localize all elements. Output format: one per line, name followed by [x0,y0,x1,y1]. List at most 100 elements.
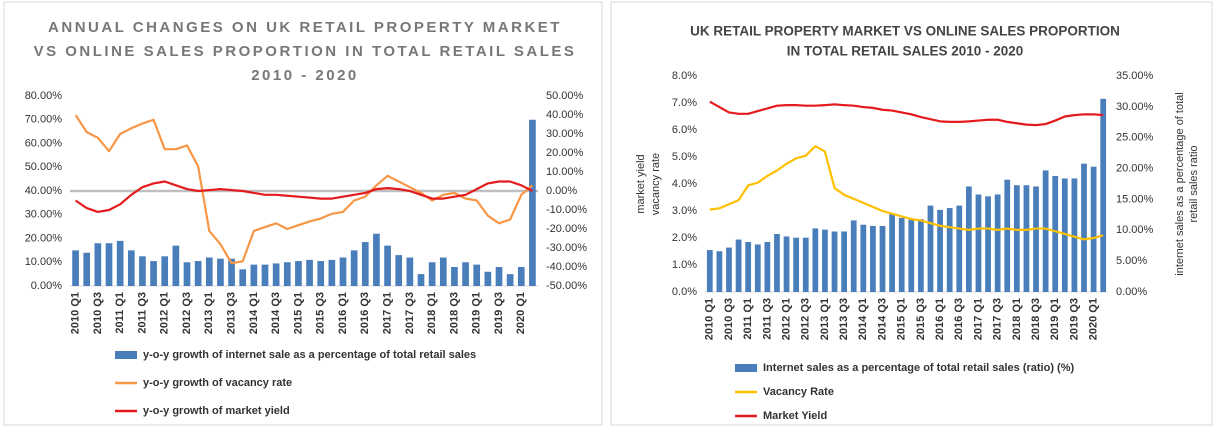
y-tick-label: 50.00% [25,161,63,173]
bar [706,250,713,292]
y-tick-label: 10.00% [25,256,63,268]
bar [239,269,247,286]
bar [754,244,761,292]
y2-tick-label: 15.00% [1116,193,1154,205]
legend-label: y-o-y growth of internet sale as a perce… [143,349,476,361]
y-tick-label: 8.0% [672,70,697,82]
line [74,114,534,265]
y-axis-title: market yield [635,154,647,213]
x-tick-label: 2013 Q1 [203,292,215,334]
bar [946,208,953,292]
bar [150,261,157,286]
bar [484,271,492,286]
y-tick-label: 70.00% [25,114,63,126]
x-tick-label: 2017 Q1 [381,292,393,334]
bar [317,261,325,286]
y-axis-title: vacancy rate [650,153,662,215]
bar [194,261,202,286]
bar [529,119,536,286]
bar [250,264,258,286]
bar [1023,185,1030,292]
x-tick-label: 2012 Q3 [800,298,812,340]
bar [306,259,313,286]
chart-title: VS ONLINE SALES PROPORTION IN TOTAL RETA… [34,43,577,60]
y-tick-label: 6.0% [672,124,697,136]
bar [1071,178,1078,292]
bar [295,261,302,286]
bar [898,217,905,292]
bar [1100,98,1107,292]
x-tick-label: 2014 Q1 [857,298,869,340]
bar [517,267,525,286]
bar [1004,179,1011,292]
x-tick-label: 2015 Q3 [315,292,327,334]
bar [495,267,503,286]
bar [774,233,780,292]
y2-tick-label: 30.00% [546,128,584,140]
bar [965,186,972,292]
bar [339,257,347,286]
bar [428,262,436,286]
line [709,100,1104,127]
x-tick-label: 2015 Q3 [915,298,927,340]
x-tick-label: 2015 Q1 [292,292,304,334]
bar [116,240,124,286]
y-tick-label: 0.0% [672,286,697,298]
x-tick-label: 2018 Q3 [1030,298,1042,340]
y2-tick-label: -20.00% [546,223,587,235]
bar [937,209,943,292]
bar [716,251,723,292]
x-tick-label: 2019 Q3 [493,292,505,334]
chart-title: ANNUAL CHANGES ON UK RETAIL PROPERTY MAR… [48,19,562,36]
bar [783,236,790,292]
bar [812,228,819,292]
x-tick-label: 2012 Q3 [181,292,193,334]
bar [127,250,135,286]
x-tick-label: 2013 Q3 [838,298,850,340]
y2-tick-label: 30.00% [1116,101,1154,113]
legend-label: Market Yield [763,410,827,422]
x-tick-label: 2016 Q1 [337,292,349,334]
x-tick-label: 2011 Q1 [114,292,126,334]
line [709,145,1104,241]
bar [261,264,269,286]
x-tick-label: 2010 Q3 [723,298,735,340]
legend-label: Vacancy Rate [763,386,834,398]
bar [1061,178,1068,292]
bar [139,256,146,286]
y2-axis-title: internet sales as a percentage of total [1174,92,1186,275]
bar [328,259,336,286]
chart-title: IN TOTAL RETAIL SALES 2010 - 2020 [787,44,1024,59]
y-tick-label: 4.0% [672,178,697,190]
bar [908,219,915,292]
bar [72,250,79,286]
bar [406,257,414,286]
bar [83,252,91,286]
x-tick-label: 2012 Q1 [159,292,171,334]
x-tick-label: 2017 Q3 [404,292,416,334]
bar [462,262,469,286]
x-tick-label: 2019 Q1 [1049,298,1061,340]
bar [994,194,1001,292]
panel [610,1,1213,426]
bar [764,242,771,292]
bar [384,245,391,286]
bar [879,225,886,292]
bar [272,263,280,286]
bar [361,242,369,286]
x-tick-label: 2014 Q3 [270,292,282,334]
y2-tick-label: 40.00% [546,109,584,121]
bar [172,245,180,286]
bar [918,219,924,292]
bar [439,257,447,286]
bar [506,274,514,286]
x-tick-label: 2013 Q3 [225,292,237,334]
bar [94,243,102,286]
bar [802,237,809,292]
x-tick-label: 2010 Q1 [704,298,716,340]
y2-tick-label: -40.00% [546,261,587,273]
y-tick-label: 20.00% [25,232,63,244]
bar [1081,163,1087,292]
x-tick-label: 2014 Q1 [248,292,260,334]
bar [217,258,224,286]
